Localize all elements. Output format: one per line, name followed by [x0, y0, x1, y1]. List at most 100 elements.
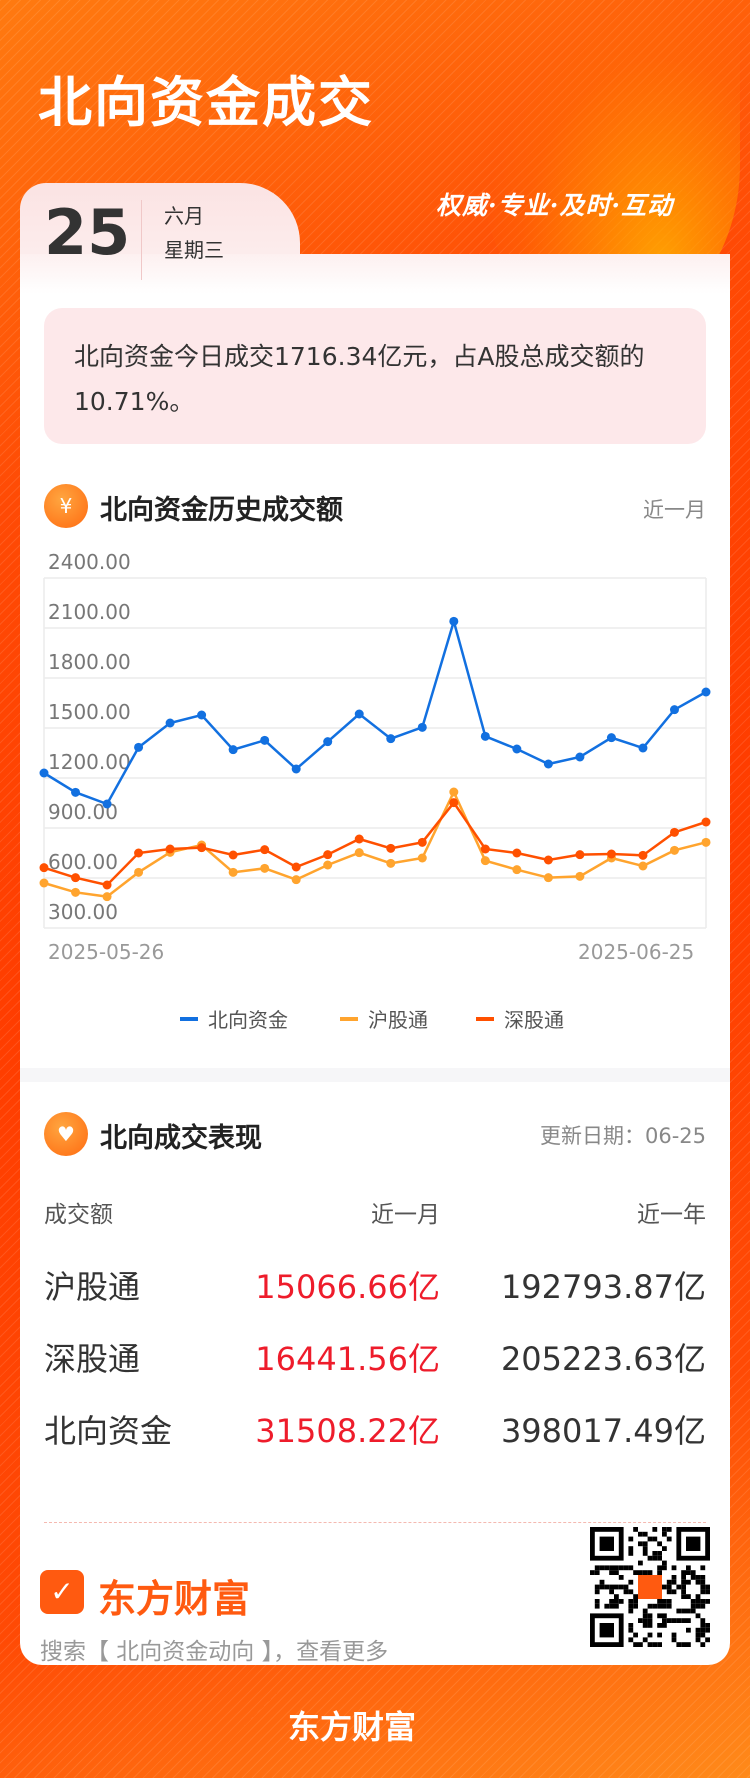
data-point[interactable] — [480, 731, 490, 741]
date-month: 六月 — [164, 204, 204, 228]
data-point[interactable] — [291, 875, 301, 885]
data-point[interactable] — [323, 860, 333, 870]
data-point[interactable] — [134, 848, 144, 858]
data-point[interactable] — [669, 827, 679, 837]
slogan: 权威·专业·及时·互动 — [436, 191, 674, 220]
y-tick-label: 2400.00 — [48, 550, 131, 574]
legend-item-sh[interactable]: 沪股通 — [340, 1004, 428, 1033]
table-row: 深股通 16441.56亿 205223.63亿 — [44, 1340, 706, 1378]
data-point[interactable] — [386, 843, 396, 853]
data-point[interactable] — [669, 845, 679, 855]
data-point[interactable] — [197, 710, 207, 720]
y-tick-label: 2100.00 — [48, 600, 131, 624]
data-point[interactable] — [449, 787, 459, 797]
data-point[interactable] — [260, 735, 270, 745]
series-line — [43, 616, 707, 806]
data-point[interactable] — [417, 853, 427, 863]
data-point[interactable] — [354, 709, 364, 719]
data-point[interactable] — [39, 878, 49, 888]
data-point[interactable] — [228, 867, 238, 877]
data-point[interactable] — [323, 737, 333, 747]
table-row: 北向资金 31508.22亿 398017.49亿 — [44, 1412, 706, 1450]
data-point[interactable] — [543, 873, 553, 883]
data-point[interactable] — [449, 616, 459, 626]
update-date: 更新日期：06-25 — [539, 1124, 706, 1148]
handshake-heart-icon: ♥ — [44, 1112, 88, 1156]
data-point[interactable] — [71, 873, 81, 883]
data-point[interactable] — [480, 856, 490, 866]
table-header: 成交额 近一月 近一年 — [44, 1195, 706, 1229]
data-point[interactable] — [291, 764, 301, 774]
col-header: 成交额 — [44, 1202, 113, 1228]
history-title: 北向资金历史成交额 — [100, 495, 343, 526]
data-point[interactable] — [197, 843, 207, 853]
legend-item-sz[interactable]: 深股通 — [476, 1004, 564, 1033]
data-point[interactable] — [449, 798, 459, 808]
data-point[interactable] — [512, 865, 522, 875]
table-row: 沪股通 15066.66亿 192793.87亿 — [44, 1268, 706, 1306]
data-point[interactable] — [165, 718, 175, 728]
legend-item-northbound[interactable]: 北向资金 — [180, 1004, 288, 1033]
data-point[interactable] — [575, 752, 585, 762]
data-point[interactable] — [701, 687, 711, 697]
legend-swatch — [180, 1016, 198, 1021]
x-tick-start: 2025-05-26 — [48, 940, 165, 964]
data-point[interactable] — [71, 787, 81, 797]
coin-icon: ¥ — [44, 484, 88, 528]
data-point[interactable] — [480, 844, 490, 854]
data-point[interactable] — [102, 880, 112, 890]
performance-title: 北向成交表现 — [100, 1123, 262, 1154]
data-point[interactable] — [134, 742, 144, 752]
data-point[interactable] — [386, 734, 396, 744]
page-title: 北向资金成交 — [38, 71, 374, 134]
data-point[interactable] — [417, 837, 427, 847]
data-point[interactable] — [260, 863, 270, 873]
data-point[interactable] — [417, 722, 427, 732]
data-point[interactable] — [669, 705, 679, 715]
brand-logo-icon: ✓ — [40, 1570, 84, 1614]
data-point[interactable] — [701, 817, 711, 827]
dashed-divider — [44, 1522, 706, 1523]
data-point[interactable] — [165, 844, 175, 854]
data-point[interactable] — [354, 834, 364, 844]
y-tick-label: 1200.00 — [48, 750, 131, 774]
data-point[interactable] — [260, 845, 270, 855]
data-point[interactable] — [39, 768, 49, 778]
data-point[interactable] — [134, 867, 144, 877]
data-point[interactable] — [575, 850, 585, 860]
data-point[interactable] — [606, 733, 616, 743]
main-card — [20, 254, 730, 1665]
data-point[interactable] — [575, 871, 585, 881]
data-point[interactable] — [354, 848, 364, 858]
data-point[interactable] — [102, 799, 112, 809]
data-point[interactable] — [71, 887, 81, 897]
data-point[interactable] — [323, 850, 333, 860]
data-point[interactable] — [543, 855, 553, 865]
data-point[interactable] — [606, 849, 616, 859]
period-label[interactable]: 近一月 — [643, 498, 706, 522]
legend-swatch — [476, 1016, 494, 1021]
divider — [141, 200, 142, 280]
search-hint: 搜索【 北向资金动向 】，查看更多 — [40, 1639, 389, 1665]
data-point[interactable] — [228, 745, 238, 755]
data-point[interactable] — [512, 744, 522, 754]
data-point[interactable] — [39, 863, 49, 873]
series-line — [43, 789, 707, 898]
data-point[interactable] — [512, 848, 522, 858]
data-point[interactable] — [102, 892, 112, 902]
qr-code[interactable] — [590, 1526, 710, 1648]
footer-brand: 东方财富 — [288, 1708, 417, 1746]
data-point[interactable] — [638, 850, 648, 860]
summary-box: 北向资金今日成交1716.34亿元，占A股总成交额的10.71%。 — [44, 308, 706, 444]
data-point[interactable] — [638, 743, 648, 753]
data-point[interactable] — [228, 850, 238, 860]
brand-name: 东方财富 — [98, 1577, 251, 1621]
data-point[interactable] — [543, 759, 553, 769]
data-point[interactable] — [701, 837, 711, 847]
data-point[interactable] — [386, 858, 396, 868]
series-line — [43, 800, 707, 887]
section-divider — [20, 1068, 730, 1082]
date-weekday: 星期三 — [164, 238, 224, 262]
data-point[interactable] — [638, 861, 648, 871]
data-point[interactable] — [291, 862, 301, 872]
